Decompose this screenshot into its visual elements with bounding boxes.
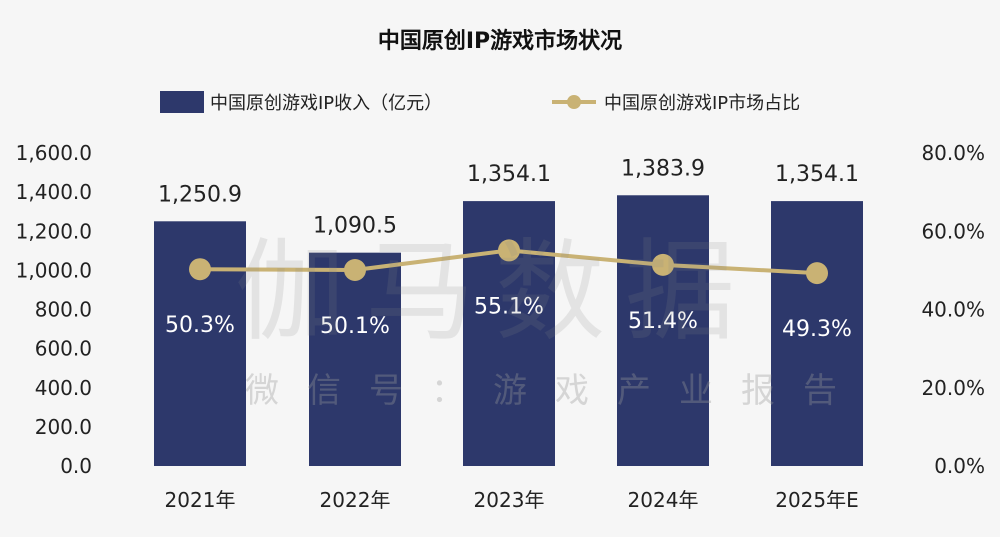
watermark-sub: 微信号：游戏产业报告 [245, 371, 865, 411]
left-axis-tick: 200.0 [35, 415, 92, 439]
bar [771, 201, 863, 466]
right-axis-tick: 80.0% [921, 141, 985, 165]
left-axis-tick: 1,400.0 [16, 180, 92, 204]
x-axis-tick: 2025年E [775, 488, 859, 512]
left-axis-tick: 400.0 [35, 376, 92, 400]
bar-value-label: 1,354.1 [775, 162, 859, 187]
left-axis-tick: 0.0 [60, 454, 92, 478]
right-axis-tick: 0.0% [934, 454, 985, 478]
x-axis-tick: 2024年 [628, 488, 699, 512]
share-point [344, 258, 366, 281]
x-axis-tick: 2022年 [320, 488, 391, 512]
share-value-label: 50.1% [320, 314, 390, 339]
left-axis-tick: 1,000.0 [16, 258, 92, 282]
legend-line-label: 中国原创游戏IP市场占比 [604, 93, 800, 114]
chart-title: 中国原创IP游戏市场状况 [378, 28, 622, 54]
bar [617, 195, 709, 466]
right-axis-tick: 20.0% [921, 376, 985, 400]
bar-value-label: 1,354.1 [467, 162, 551, 187]
right-axis-tick: 60.0% [921, 219, 985, 243]
left-axis-tick: 1,200.0 [16, 219, 92, 243]
legend-line-marker [567, 95, 581, 109]
share-value-label: 50.3% [165, 313, 235, 338]
share-value-label: 49.3% [782, 317, 852, 342]
share-point [498, 239, 520, 262]
x-axis-tick: 2023年 [474, 488, 545, 512]
left-axis-tick: 1,600.0 [16, 141, 92, 165]
left-axis-tick: 600.0 [35, 337, 92, 361]
x-axis-tick: 2021年 [165, 488, 236, 512]
share-point [189, 258, 211, 281]
right-axis-tick: 40.0% [921, 298, 985, 322]
share-value-label: 51.4% [628, 309, 698, 334]
share-value-label: 55.1% [474, 294, 544, 319]
legend-bar-label: 中国原创游戏IP收入（亿元） [210, 93, 442, 114]
bar [309, 252, 401, 466]
bar-value-label: 1,383.9 [621, 156, 705, 181]
watermark-main: 伽马数据 [235, 228, 755, 356]
share-point [652, 253, 674, 276]
bar [154, 221, 246, 466]
bar-value-label: 1,250.9 [158, 182, 242, 207]
legend-bar-swatch [160, 91, 204, 113]
legend: 中国原创游戏IP收入（亿元） 中国原创游戏IP市场占比 [160, 91, 800, 114]
bar-value-label: 1,090.5 [313, 214, 397, 239]
share-point [806, 262, 828, 285]
left-axis-tick: 800.0 [35, 298, 92, 322]
